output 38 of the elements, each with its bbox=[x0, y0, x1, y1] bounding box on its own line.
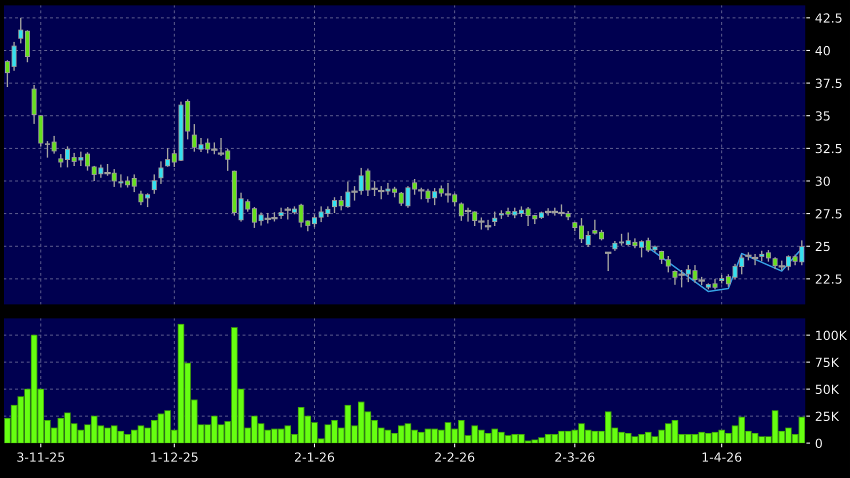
x-tick-label: 2-2-26 bbox=[435, 452, 474, 462]
candlestick bbox=[398, 192, 404, 206]
candlestick bbox=[605, 252, 612, 272]
y-tick-label: 22.5 bbox=[816, 274, 842, 284]
candlestick bbox=[512, 208, 518, 218]
y-tick-label: 32.5 bbox=[816, 144, 842, 154]
y-tick-label: 100K bbox=[816, 330, 848, 340]
candlestick bbox=[165, 148, 170, 167]
candlestick bbox=[646, 238, 651, 252]
candlestick bbox=[666, 256, 671, 272]
candlestick bbox=[132, 174, 137, 192]
y-tick-label: 35 bbox=[816, 111, 830, 121]
y-tick-label: 40 bbox=[815, 46, 830, 56]
candlestick bbox=[92, 166, 97, 182]
candlestick bbox=[158, 161, 164, 184]
y-tick-label: 25 bbox=[816, 242, 830, 252]
candlestick bbox=[438, 186, 444, 197]
y-tick-label: 0 bbox=[816, 438, 822, 448]
y-tick-label: 25K bbox=[816, 412, 840, 422]
x-tick-label: 3-11-25 bbox=[17, 452, 64, 462]
y-tick-label: 75K bbox=[816, 358, 840, 368]
y-tick-label: 30 bbox=[816, 176, 830, 186]
candlestick bbox=[492, 212, 498, 226]
candlestick bbox=[325, 206, 330, 217]
candlestick bbox=[18, 18, 24, 44]
x-tick-label: 2-3-26 bbox=[555, 452, 594, 462]
y-tick-label: 50K bbox=[816, 384, 840, 394]
y-tick-label: 27.5 bbox=[816, 209, 842, 219]
x-tick-label: 1-4-26 bbox=[702, 452, 742, 462]
candlestick bbox=[799, 240, 804, 266]
x-tick-label: 2-1-26 bbox=[294, 452, 334, 462]
candlestick bbox=[278, 208, 284, 219]
candlestick bbox=[759, 250, 764, 262]
y-tick-label: 37.5 bbox=[816, 78, 842, 88]
candlestick bbox=[659, 250, 664, 264]
candlestick bbox=[152, 174, 157, 194]
y-tick-label: 42.5 bbox=[815, 13, 842, 23]
x-tick-label: 1-12-25 bbox=[151, 452, 198, 462]
